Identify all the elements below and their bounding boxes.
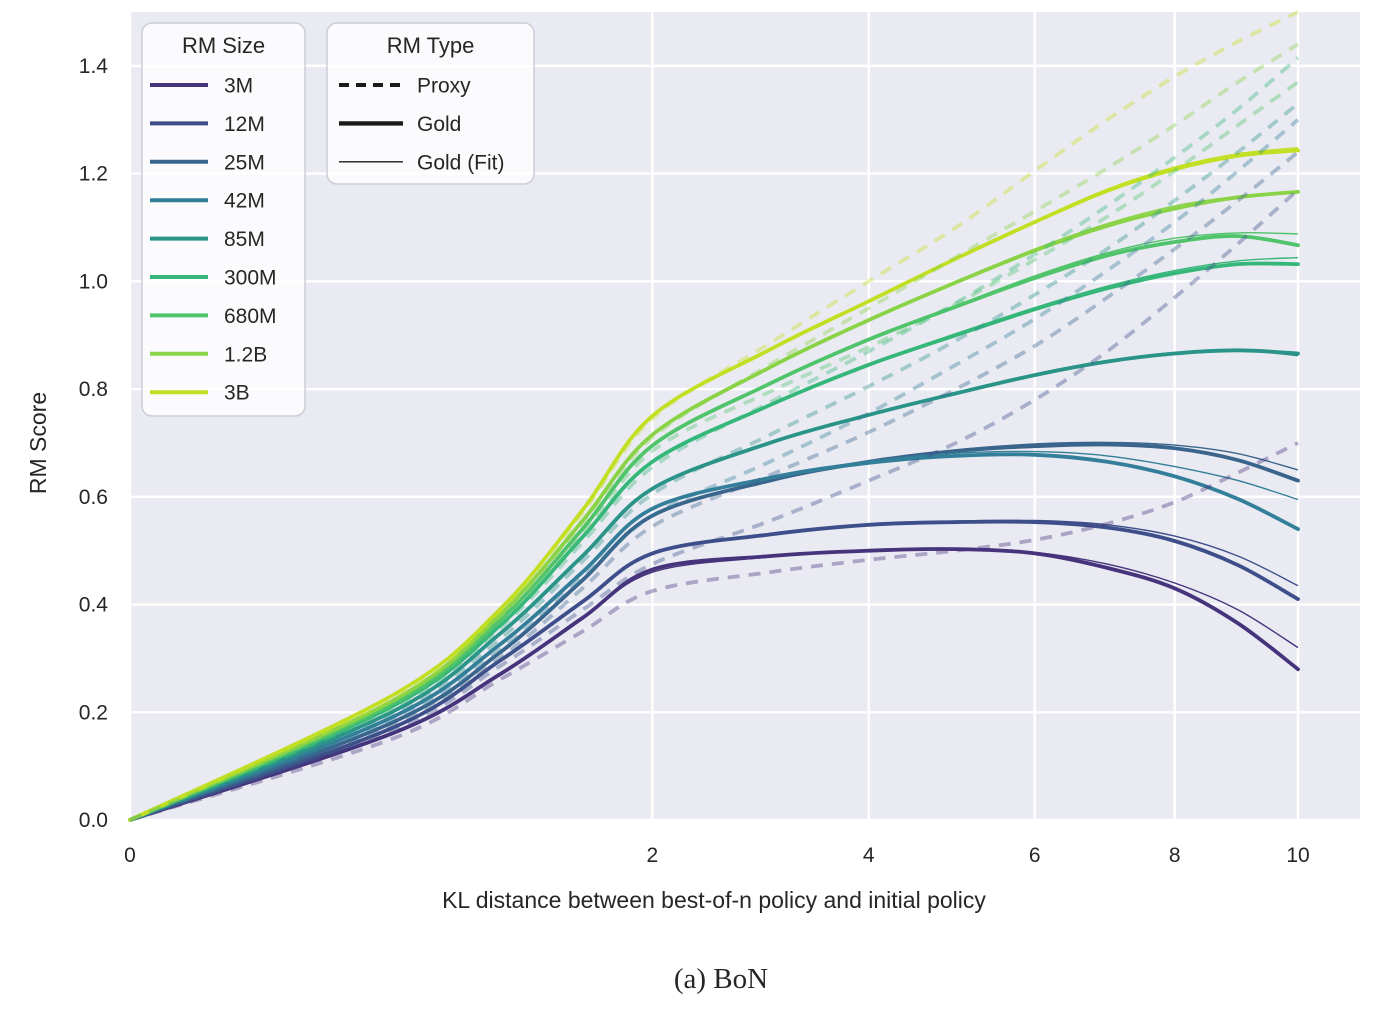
proxy-curve-42M — [129, 118, 1300, 822]
legend-rm-size: RM Size 3M 12M 25M 42M 85M 300M 680M 1.2B 3B — [141, 22, 306, 417]
legend-label-Gold (Fit): Gold (Fit) — [417, 151, 505, 174]
curves — [128, 10, 1300, 822]
legend-rm-type: RM Type Proxy Gold Gold (Fit) — [326, 22, 535, 185]
legend-rm-type-title: RM Type — [387, 33, 475, 58]
legend-label-3B: 3B — [224, 382, 250, 405]
legend-label-680M: 680M — [224, 305, 277, 328]
x-tick-label: 4 — [863, 844, 875, 867]
proxy-curve-300M — [129, 56, 1300, 822]
caption: (a) BoN — [674, 963, 768, 995]
legend-label-85M: 85M — [224, 228, 265, 251]
legend-rm-size-box — [141, 22, 306, 417]
gold-curve-42M — [128, 452, 1300, 822]
y-tick-label: 0.2 — [79, 701, 108, 724]
y-tick-label: 0.0 — [79, 809, 108, 832]
gold-curve-300M — [128, 261, 1300, 822]
gold-curve-1.2B — [128, 190, 1300, 822]
gold-curve-12M — [128, 519, 1300, 822]
y-axis-label: RM Score — [25, 392, 51, 494]
legend-label-25M: 25M — [224, 151, 265, 174]
x-tick-label: 2 — [647, 844, 659, 867]
legend-label-Gold: Gold — [417, 113, 461, 136]
y-tick-label: 0.8 — [79, 378, 108, 401]
legend-label-1.2B: 1.2B — [224, 343, 267, 366]
proxy-curve-1.2B — [129, 42, 1300, 822]
y-tick-label: 0.4 — [79, 594, 109, 617]
proxy-curve-12M — [129, 188, 1300, 822]
proxy-curve-85M — [129, 102, 1300, 822]
y-tick-labels: 0.0 0.2 0.4 0.6 0.8 1.0 1.2 1.4 — [79, 55, 109, 832]
x-tick-labels: 0 2 4 6 8 10 — [124, 844, 1310, 867]
legend-rm-size-title: RM Size — [182, 33, 265, 58]
x-tick-label: 0 — [124, 844, 136, 867]
legend-label-300M: 300M — [224, 267, 277, 290]
x-axis-label: KL distance between best-of-n policy and… — [442, 887, 986, 913]
proxy-curve-3B — [129, 10, 1299, 822]
gold-curve-680M — [128, 234, 1300, 822]
gold-curve-3B — [128, 148, 1300, 822]
legend-label-Proxy: Proxy — [417, 75, 471, 98]
y-tick-label: 1.4 — [79, 55, 109, 78]
legend-label-12M: 12M — [224, 113, 265, 136]
x-tick-label: 6 — [1029, 844, 1041, 867]
legend-label-42M: 42M — [224, 190, 265, 213]
legend-label-3M: 3M — [224, 75, 253, 98]
y-tick-label: 1.0 — [79, 270, 108, 293]
gold-curve-85M — [128, 348, 1300, 822]
proxy-curve-25M — [129, 150, 1300, 822]
y-tick-label: 0.6 — [79, 486, 108, 509]
proxy-curve-680M — [129, 80, 1300, 822]
gold-curve-3M — [128, 547, 1300, 822]
legend-rm-type-box — [326, 22, 535, 185]
x-tick-label: 8 — [1169, 844, 1181, 867]
x-tick-label: 10 — [1286, 844, 1309, 867]
y-tick-label: 1.2 — [79, 163, 108, 186]
